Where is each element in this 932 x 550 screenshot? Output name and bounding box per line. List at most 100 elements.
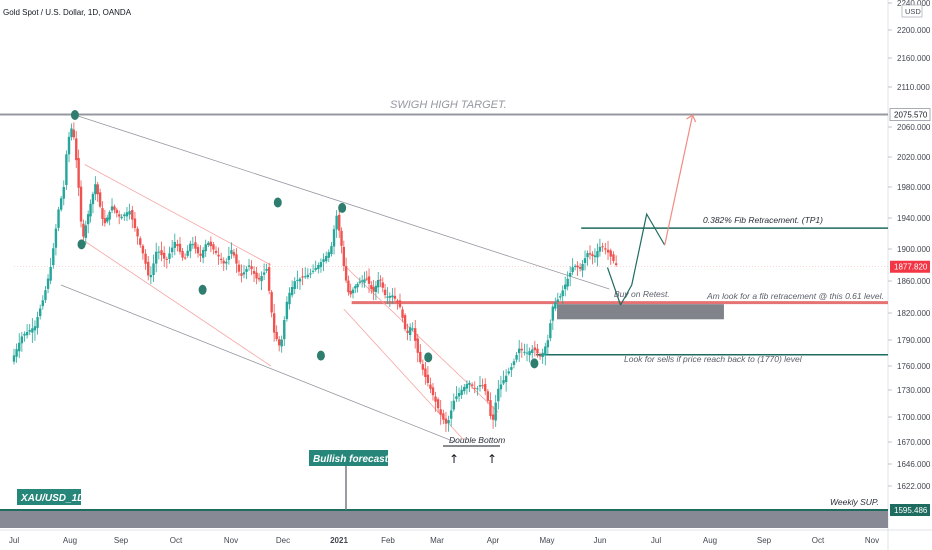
candle-body bbox=[139, 238, 142, 245]
ticker-tag[interactable] bbox=[17, 489, 81, 505]
candle-body bbox=[207, 242, 210, 246]
y-tick-label: 1760.000 bbox=[897, 362, 931, 371]
x-tick-label: Oct bbox=[170, 536, 183, 545]
pivot-dot bbox=[198, 284, 207, 295]
candle-body bbox=[275, 331, 278, 340]
candle-body bbox=[349, 290, 352, 295]
candle-body bbox=[189, 243, 192, 252]
candle-body bbox=[168, 253, 171, 259]
pivot-dot bbox=[424, 352, 433, 363]
candle-body bbox=[219, 258, 223, 260]
price-axis[interactable]: 2240.000 2200.000 2160.000 2110.000 2060.000… bbox=[888, 0, 931, 491]
candle-body bbox=[544, 346, 547, 356]
candle-body bbox=[581, 264, 584, 271]
candle-body bbox=[486, 391, 490, 401]
candle-body bbox=[265, 269, 268, 271]
candle-body bbox=[510, 367, 513, 371]
candle-body bbox=[62, 187, 65, 199]
candle-body bbox=[497, 388, 500, 402]
candle-body bbox=[290, 287, 294, 296]
y-tick-label: 2160.000 bbox=[897, 54, 931, 63]
candle-body bbox=[554, 302, 557, 309]
demand-zone-box[interactable] bbox=[557, 304, 724, 320]
x-tick-label: Jul bbox=[651, 536, 661, 545]
candle-body bbox=[59, 198, 63, 210]
candle-body bbox=[108, 211, 111, 220]
candle-body bbox=[67, 136, 71, 155]
candle-body bbox=[296, 279, 299, 281]
candle-body bbox=[546, 340, 550, 348]
candle-body bbox=[340, 230, 343, 246]
candle-body bbox=[133, 218, 137, 228]
candle-body bbox=[431, 387, 435, 396]
candle-body bbox=[593, 255, 597, 258]
candle-body bbox=[41, 300, 45, 307]
candle-body bbox=[383, 289, 387, 295]
bullish-forecast-tag[interactable] bbox=[309, 450, 388, 466]
candle-body bbox=[311, 270, 315, 272]
candle-body bbox=[89, 203, 92, 217]
candle-body bbox=[230, 250, 233, 254]
channel-inner-upper bbox=[84, 164, 272, 266]
candle-body bbox=[232, 252, 236, 256]
candle-body bbox=[235, 254, 238, 264]
candle-body bbox=[578, 267, 582, 269]
candle-body bbox=[533, 347, 537, 351]
candle-body bbox=[31, 328, 34, 333]
x-tick-label: Sep bbox=[757, 536, 772, 545]
candle-body bbox=[301, 276, 304, 278]
candle-body bbox=[91, 193, 95, 205]
y-tick-label: 1790.000 bbox=[897, 336, 931, 345]
candle-body bbox=[147, 261, 150, 276]
candle-body bbox=[473, 387, 476, 389]
pivot-dot bbox=[316, 350, 325, 361]
candle-body bbox=[222, 260, 225, 264]
target-arrowhead bbox=[686, 114, 697, 123]
arrow-up-icon: ↑ bbox=[449, 452, 459, 466]
time-axis[interactable]: Jul Aug Sep Oct Nov Dec 2021 Feb Mar Apr May Jun Jul… bbox=[9, 536, 879, 545]
channel-outer-upper bbox=[74, 114, 610, 290]
candle-body bbox=[406, 330, 409, 333]
candle-body bbox=[491, 414, 495, 420]
fib-061-label: Am look for a fib retracement @ this 0.6… bbox=[706, 291, 884, 301]
candle-body bbox=[52, 248, 55, 266]
double-bottom-label: Double Bottom bbox=[449, 435, 505, 445]
pivot-markers bbox=[70, 110, 539, 369]
candle-body bbox=[65, 154, 68, 185]
candle-body bbox=[335, 215, 338, 230]
candle-body bbox=[96, 184, 99, 195]
candle-body bbox=[609, 250, 612, 257]
candle-body bbox=[356, 283, 359, 288]
candle-body bbox=[614, 263, 618, 265]
swing-high-target-label: SWIGH HIGH TARGET. bbox=[390, 99, 507, 111]
x-tick-label: 2021 bbox=[330, 536, 348, 545]
candle-body bbox=[517, 348, 521, 354]
candle-body bbox=[551, 306, 555, 321]
candle-body bbox=[18, 342, 21, 352]
currency-badge[interactable] bbox=[901, 4, 923, 18]
candle-body bbox=[360, 280, 364, 282]
candle-body bbox=[470, 384, 474, 386]
candle-body bbox=[370, 285, 373, 290]
y-tick-label: 1900.000 bbox=[897, 245, 931, 254]
candle-body bbox=[103, 218, 107, 224]
candle-body bbox=[576, 265, 579, 268]
x-tick-label: Aug bbox=[63, 536, 77, 545]
candle-body bbox=[598, 246, 602, 252]
candle-body bbox=[144, 253, 147, 264]
candle-body bbox=[374, 285, 378, 293]
candle-body bbox=[365, 278, 368, 280]
pivot-dot bbox=[530, 358, 539, 369]
candle-body bbox=[444, 418, 448, 424]
candle-body bbox=[455, 396, 458, 400]
candle-body bbox=[113, 206, 116, 210]
candle-body bbox=[494, 402, 497, 421]
flag-upper bbox=[343, 264, 499, 413]
y-tick-label: 1622.000 bbox=[897, 482, 931, 491]
candle-body bbox=[267, 267, 271, 291]
candle-body bbox=[484, 384, 487, 392]
candle-body bbox=[393, 295, 397, 299]
x-tick-label: Oct bbox=[812, 536, 825, 545]
y-tick-label: 2060.000 bbox=[897, 123, 931, 132]
